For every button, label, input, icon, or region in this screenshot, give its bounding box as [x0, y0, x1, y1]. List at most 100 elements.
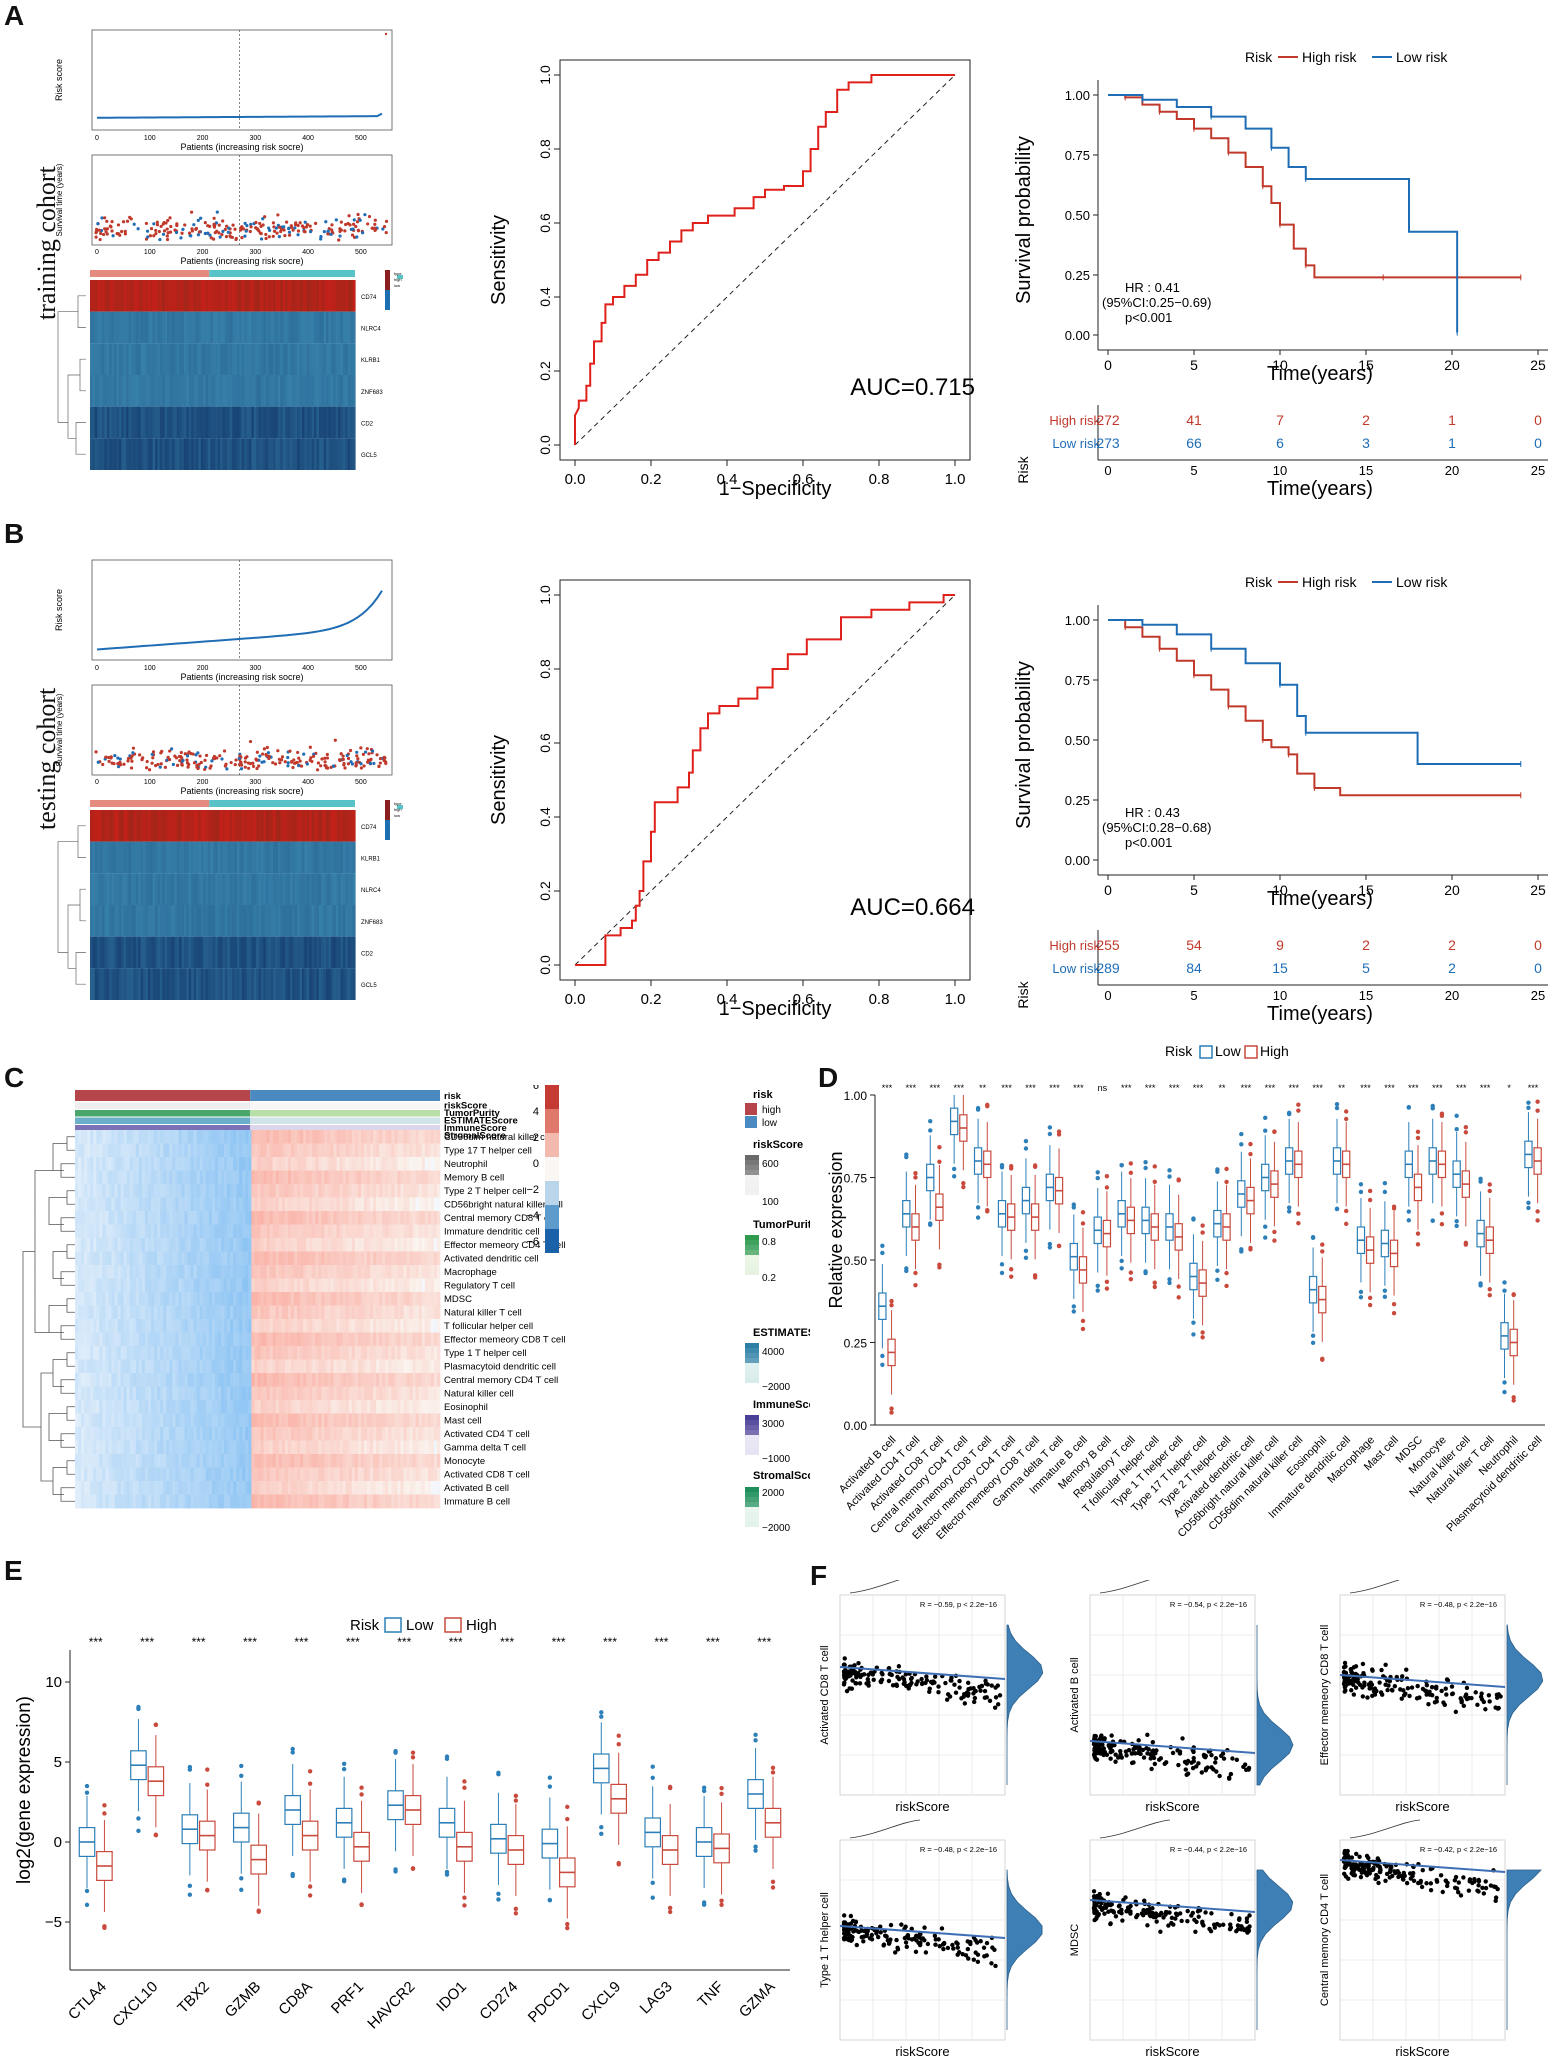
roc-xtick-label: 0.8: [869, 991, 890, 1008]
heat-cell: [336, 1305, 341, 1320]
heat-cell: [208, 280, 212, 312]
heat-cell: [376, 1427, 380, 1441]
heat-cell: [133, 343, 137, 375]
heat-cell: [148, 1170, 152, 1185]
heat-cell: [227, 1197, 231, 1212]
heat-cell: [181, 1224, 185, 1239]
surv-point: [251, 764, 256, 768]
heat-cell: [294, 1346, 298, 1360]
heat-cell: [90, 936, 94, 969]
heat-cell: [120, 1400, 125, 1414]
heat-cell: [181, 810, 185, 842]
heat-cell: [135, 1359, 140, 1374]
heat-cell: [347, 311, 351, 344]
heat-cell: [321, 343, 325, 375]
heat-cell: [221, 1224, 225, 1239]
heat-cell: [330, 1265, 334, 1279]
heat-cell: [272, 1265, 277, 1279]
heat-cell: [99, 1359, 103, 1374]
heat-cell: [187, 1278, 191, 1293]
heat-cell: [297, 1157, 301, 1171]
heat-cell: [188, 905, 192, 937]
heat-cell: [227, 1130, 231, 1144]
heat-cell: [166, 1238, 170, 1252]
heat-cell: [409, 1400, 414, 1414]
heat-cell: [230, 1197, 234, 1212]
heat-cell: [78, 1413, 82, 1428]
heat-cell: [102, 1440, 106, 1455]
heat-cell: [241, 343, 245, 375]
heat-cell: [281, 1332, 286, 1347]
heat-cell: [157, 1130, 161, 1144]
heat-cell: [157, 1346, 161, 1360]
heat-cell: [123, 406, 127, 439]
heat-cell: [205, 1157, 210, 1171]
heat-cell: [224, 1130, 228, 1144]
roc-ytick-label: 0.8: [537, 659, 553, 679]
heat-cell: [133, 375, 137, 407]
heat-cell: [196, 406, 200, 439]
heat-cell: [297, 1413, 301, 1428]
heat-cell: [347, 280, 351, 312]
heat-cell: [427, 1130, 432, 1144]
heat-cell: [287, 1224, 292, 1239]
heat-cell: [400, 1184, 404, 1198]
heat-cell: [391, 1251, 395, 1266]
heat-cell: [169, 1386, 173, 1401]
heat-cell: [200, 873, 204, 905]
heat-cell: [147, 841, 151, 874]
km-legend-high: High risk: [1302, 49, 1357, 65]
heat-cell: [144, 1440, 149, 1455]
heat-cell: [135, 1238, 140, 1252]
heat-cell: [164, 343, 168, 375]
surv-point: [212, 222, 216, 226]
heat-cell: [335, 438, 339, 470]
heat-cell: [117, 1265, 122, 1279]
heat-cell: [254, 1184, 258, 1198]
heat-cell: [321, 1332, 325, 1347]
heat-cell: [263, 1170, 268, 1185]
heat-cell: [290, 1386, 295, 1401]
heat-cell: [239, 1170, 243, 1185]
heat-cell: [105, 1440, 109, 1455]
heat-cell: [126, 1400, 131, 1414]
heat-cell: [179, 343, 183, 375]
heat-cell: [172, 1184, 176, 1198]
heat-cell: [221, 1197, 225, 1212]
heat-cell: [105, 1265, 109, 1279]
heat-cell: [234, 810, 238, 842]
heat-cell: [280, 905, 284, 937]
heat-cell: [370, 1130, 374, 1144]
heat-cell: [147, 810, 151, 842]
surv-point: [360, 231, 365, 235]
heat-cell: [135, 1184, 140, 1198]
heat-cell: [111, 905, 115, 937]
heat-cell: [388, 1319, 392, 1333]
heat-cell: [117, 1130, 122, 1144]
heat-cell: [92, 438, 96, 470]
heat-cell: [81, 1319, 85, 1333]
heat-cell: [236, 1143, 240, 1158]
heat-cell: [130, 841, 134, 874]
heat-cell: [260, 1305, 264, 1320]
heat-cell: [348, 1386, 353, 1401]
heat-cell: [230, 1143, 234, 1158]
heat-cell: [370, 1157, 374, 1171]
heat-cell: [236, 1413, 240, 1428]
heat-cell: [347, 810, 351, 842]
heat-cell: [87, 1305, 91, 1320]
heat-cell: [314, 841, 318, 874]
heat-cell: [202, 1386, 207, 1401]
heat-cell: [196, 873, 200, 905]
heat-cell: [175, 1359, 179, 1374]
surv-point: [313, 221, 318, 225]
heat-cell: [175, 1224, 179, 1239]
dendrogram: [77, 825, 86, 858]
heat-cell: [221, 1157, 225, 1171]
heat-cell: [427, 1143, 432, 1158]
heat-cell: [251, 1292, 255, 1306]
heat-cell: [330, 905, 334, 937]
heat-cell: [339, 1400, 344, 1414]
heat-cell: [99, 1332, 103, 1347]
heat-cell: [208, 438, 212, 470]
